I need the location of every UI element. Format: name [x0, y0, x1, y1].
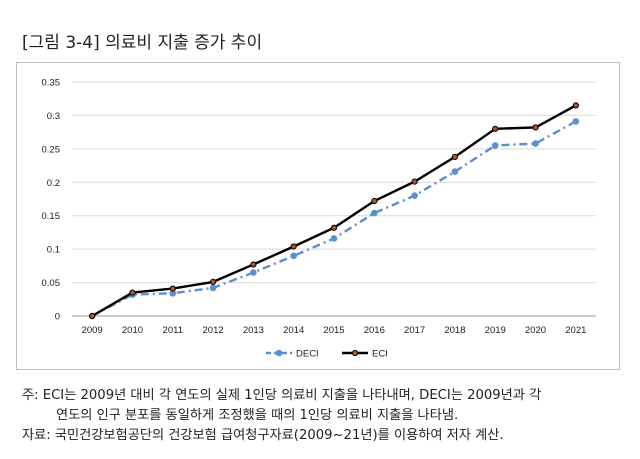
x-tick-label: 2019: [485, 325, 506, 336]
gridlines: [72, 81, 596, 317]
x-tick-label: 2010: [122, 325, 143, 336]
y-tick-label: 0.05: [42, 278, 61, 289]
y-tick-label: 0.3: [47, 111, 60, 122]
point-eci: [129, 289, 136, 296]
point-deci: [451, 168, 459, 175]
y-tick-label: 0.15: [42, 211, 61, 222]
x-tick-label: 2021: [565, 325, 586, 336]
legend-label-deci: DECI: [296, 349, 319, 360]
y-tick-label: 0: [55, 312, 60, 323]
point-deci: [572, 118, 580, 125]
x-tick-label: 2020: [525, 325, 546, 336]
x-tick-label: 2012: [203, 325, 224, 336]
point-deci: [411, 192, 418, 199]
y-axis-ticks: 0 0.05 0.1 0.15 0.2 0.25 0.3 0.35: [42, 78, 61, 323]
point-deci: [209, 284, 217, 292]
legend-marker-eci: [351, 349, 359, 357]
series-line-deci: [91, 120, 577, 318]
point-eci: [371, 197, 378, 205]
y-tick-label: 0.25: [42, 144, 61, 155]
series-layer: [88, 102, 580, 320]
point-deci: [371, 209, 378, 217]
x-tick-label: 2009: [82, 325, 103, 336]
x-tick-label: 2016: [364, 325, 385, 336]
y-tick-label: 0.35: [42, 78, 61, 89]
point-eci: [411, 178, 418, 185]
note-line-1: 주: ECI는 2009년 대비 각 연도의 실제 1인당 의료비 지출을 나타…: [22, 388, 542, 403]
point-eci: [492, 125, 499, 132]
x-tick-label: 2018: [444, 325, 465, 336]
x-axis-ticks: 2009 2010 2011 2012 2013 2014 2015 2016 2017 2018…: [82, 325, 587, 336]
chart-frame: [16, 62, 620, 370]
x-tick-label: 2015: [323, 325, 344, 336]
point-eci: [330, 224, 338, 231]
point-eci: [209, 278, 217, 286]
x-tick-label: 2013: [243, 325, 264, 336]
legend: DECI ECI: [266, 349, 388, 360]
point-eci: [532, 124, 539, 131]
source-line: 자료: 국민건강보험공단의 건강보험 급여청구자료(2009~21년)를 이용하…: [22, 428, 504, 443]
point-deci: [330, 235, 338, 242]
legend-label-eci: ECI: [372, 349, 388, 360]
point-deci: [169, 289, 177, 297]
figure-title: [그림 3-4] 의료비 지출 증가 추이: [22, 33, 263, 53]
x-tick-label: 2014: [283, 325, 304, 336]
legend-marker-deci: [275, 349, 283, 357]
y-tick-label: 0.1: [47, 245, 60, 256]
point-eci: [89, 312, 96, 320]
point-eci: [169, 285, 176, 292]
x-tick-label: 2011: [163, 325, 183, 336]
x-tick-label: 2017: [404, 325, 425, 336]
series-line-eci: [91, 104, 577, 318]
point-deci: [290, 252, 297, 260]
point-eci: [451, 153, 459, 160]
point-deci: [250, 269, 257, 276]
point-eci: [290, 243, 297, 250]
note-line-2: 연도의 인구 분포를 동일하게 조정했을 때의 1인당 의료비 지출을 나타냄.: [56, 408, 459, 423]
point-eci: [250, 261, 257, 268]
point-deci: [491, 142, 499, 149]
y-tick-label: 0.2: [47, 178, 60, 189]
point-deci: [532, 140, 539, 147]
point-eci: [572, 102, 579, 109]
